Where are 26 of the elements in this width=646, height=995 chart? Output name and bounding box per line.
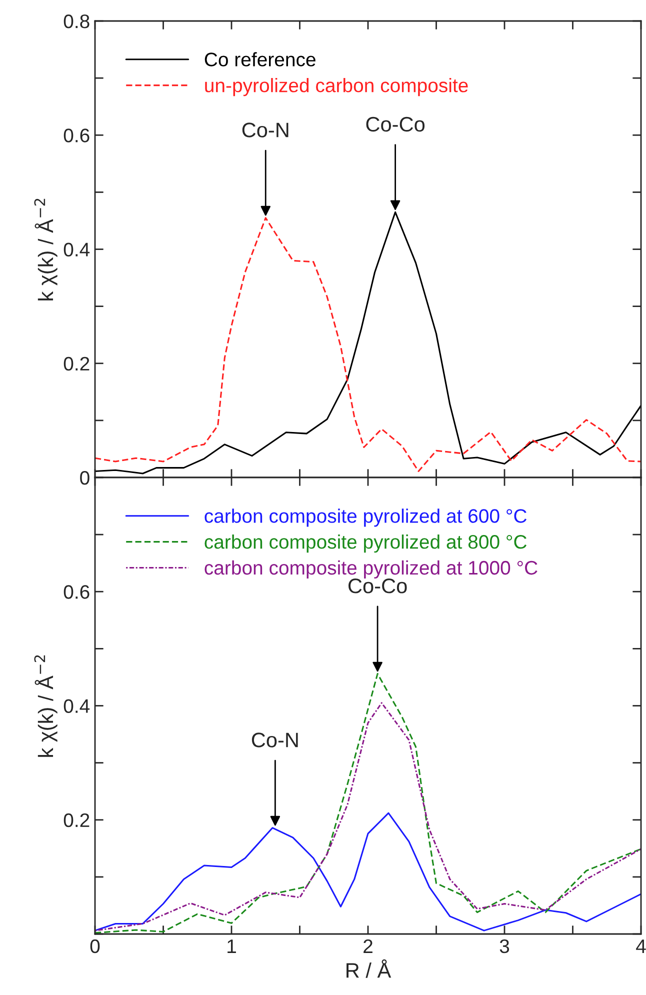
x-axis-title: R / Å (346, 959, 392, 978)
y-tick-label: 0.6 (64, 585, 90, 599)
y-tick-label: 0.6 (64, 128, 90, 142)
y-tick-label: 0.4 (64, 699, 90, 713)
y-tick-label: 0.2 (64, 813, 90, 828)
legend-label: carbon composite pyrolized at 800 °C (204, 534, 527, 553)
legend-label: un-pyrolized carbon composite (205, 78, 468, 96)
annotation: Co-Co (366, 116, 425, 132)
y-tick-label: 0 (80, 470, 90, 485)
annotation: Co-N (242, 122, 288, 138)
x-tick-label: 0 (90, 939, 100, 954)
legend-label: carbon composite pyrolized at 600 °C (204, 508, 527, 527)
x-tick-label: 1 (228, 940, 236, 953)
y-axis-title: k χ(k) / Å$^{−2}$ (34, 198, 58, 300)
x-tick-label: 4 (636, 940, 646, 953)
legend-label: Co reference (204, 52, 316, 66)
line-series (95, 812, 641, 932)
x-tick-label: 2 (364, 939, 372, 953)
annotation: Co-Co (348, 578, 407, 594)
y-tick-label: 0.4 (64, 242, 90, 256)
legend-label: carbon composite pyrolized at 1000 °C (204, 560, 538, 579)
annotation: Co-N (252, 732, 298, 748)
y-axis-title: k χ(k) / Å$^{−2}$ (34, 655, 58, 757)
y-tick-label: 0.2 (64, 356, 90, 371)
x-tick-label: 3 (500, 939, 510, 954)
y-tick-label: 0.8 (64, 14, 90, 28)
